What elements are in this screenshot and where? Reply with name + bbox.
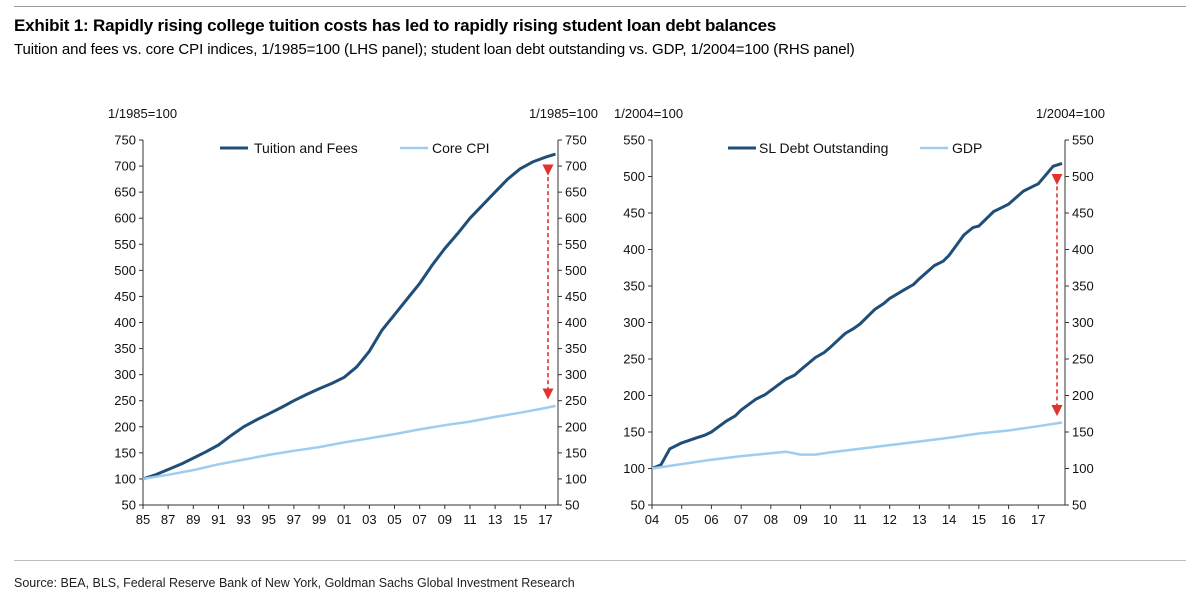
panel1-xtick-label: 03 (362, 512, 376, 527)
panel2-ytick-label-left: 350 (623, 279, 645, 294)
panel2-xtick-label: 07 (734, 512, 748, 527)
panel1-xtick-label: 07 (412, 512, 426, 527)
panel1-ytick-label-right: 750 (565, 133, 587, 148)
panel1-ytick-label-left: 600 (114, 211, 136, 226)
panel2-ytick-label-right: 350 (1072, 279, 1094, 294)
panel2-ytick-label-right: 300 (1072, 315, 1094, 330)
panel2-ytick-label-left: 550 (623, 133, 645, 148)
panel1-xtick-label: 05 (387, 512, 401, 527)
panel2-xtick-label: 17 (1031, 512, 1045, 527)
panel1-ytick-label-left: 200 (114, 419, 136, 434)
panel1-ytick-label-right: 200 (565, 419, 587, 434)
panel1-ytick-label-left: 250 (114, 393, 136, 408)
bottom-rule (14, 560, 1186, 561)
panel2-xtick-label: 15 (972, 512, 986, 527)
panel1-xtick-label: 99 (312, 512, 326, 527)
panel1-xtick-label: 11 (463, 512, 477, 527)
source-note: Source: BEA, BLS, Federal Reserve Bank o… (14, 576, 575, 590)
panel1-ytick-label-right: 700 (565, 159, 587, 174)
panel1-series-primary-line (143, 154, 556, 479)
panel1-left-unit-label: 1/1985=100 (108, 106, 177, 121)
panel2-xtick-label: 04 (645, 512, 659, 527)
panel1-ytick-label-left: 650 (114, 185, 136, 200)
panel1-ytick-label-left: 750 (114, 133, 136, 148)
panel2-ytick-label-left: 150 (623, 425, 645, 440)
panel2-xtick-label: 09 (793, 512, 807, 527)
panel1-ytick-label-left: 100 (114, 471, 136, 486)
panel2-xtick-label: 12 (882, 512, 896, 527)
panel1-ytick-label-left: 550 (114, 237, 136, 252)
panel2-ytick-label-left: 400 (623, 242, 645, 257)
panel1-ytick-label-left: 350 (114, 341, 136, 356)
panel2-legend-label-2: GDP (952, 140, 982, 156)
panel2-xtick-label: 08 (764, 512, 778, 527)
panel1-ytick-label-left: 50 (122, 498, 136, 513)
panel2-series-primary-line (652, 163, 1062, 468)
panel2-ytick-label-right: 100 (1072, 461, 1094, 476)
panel1-ytick-label-right: 100 (565, 471, 587, 486)
panel1-xtick-label: 97 (287, 512, 301, 527)
panel2-ytick-label-left: 250 (623, 352, 645, 367)
panel2-ytick-label-left: 100 (623, 461, 645, 476)
panel1-legend-label-1: Tuition and Fees (254, 140, 358, 156)
panel1-ytick-label-right: 50 (565, 498, 579, 513)
panel2-left-unit-label: 1/2004=100 (614, 106, 683, 121)
panel2-ytick-label-left: 450 (623, 206, 645, 221)
panel2-ytick-label-left: 200 (623, 388, 645, 403)
panel1-ytick-label-right: 550 (565, 237, 587, 252)
panel1-ytick-label-right: 350 (565, 341, 587, 356)
panel1-xtick-label: 15 (513, 512, 527, 527)
panel1-series-secondary-line (143, 406, 556, 479)
panel1-ytick-label-right: 650 (565, 185, 587, 200)
panel1-ytick-label-right: 450 (565, 289, 587, 304)
panel1-xtick-label: 95 (262, 512, 276, 527)
panel1-ytick-label-left: 300 (114, 367, 136, 382)
panel2-ytick-label-right: 250 (1072, 352, 1094, 367)
panel1-xtick-label: 13 (488, 512, 502, 527)
panel1-right-unit-label: 1/1985=100 (529, 106, 598, 121)
panel1-xtick-label: 87 (161, 512, 175, 527)
panel2-ytick-label-right: 550 (1072, 133, 1094, 148)
panel1-ytick-label-left: 450 (114, 289, 136, 304)
panel2-xtick-label: 13 (912, 512, 926, 527)
panel2-xtick-label: 14 (942, 512, 956, 527)
panel2-xtick-label: 05 (674, 512, 688, 527)
panel1-ytick-label-left: 700 (114, 159, 136, 174)
panel1-ytick-label-left: 500 (114, 263, 136, 278)
panel2-xtick-label: 06 (704, 512, 718, 527)
panel1-ytick-label-left: 400 (114, 315, 136, 330)
panel2-ytick-label-right: 450 (1072, 206, 1094, 221)
panel1-ytick-label-right: 300 (565, 367, 587, 382)
panel2-ytick-label-right: 200 (1072, 388, 1094, 403)
panel1-ytick-label-right: 250 (565, 393, 587, 408)
panel2-ytick-label-right: 50 (1072, 498, 1086, 513)
panel2-right-unit-label: 1/2004=100 (1036, 106, 1105, 121)
panel1-xtick-label: 01 (337, 512, 351, 527)
panel2-xtick-label: 11 (853, 512, 867, 527)
panel2-legend-label-1: SL Debt Outstanding (759, 140, 888, 156)
panel2-ytick-label-right: 150 (1072, 425, 1094, 440)
panel1-legend-label-2: Core CPI (432, 140, 490, 156)
panel1-xtick-label: 89 (186, 512, 200, 527)
panel1-ytick-label-right: 600 (565, 211, 587, 226)
panel1-ytick-label-right: 500 (565, 263, 587, 278)
panel1-xtick-label: 93 (236, 512, 250, 527)
panel1-ytick-label-right: 150 (565, 445, 587, 460)
panel1-xtick-label: 91 (211, 512, 225, 527)
panel1-xtick-label: 85 (136, 512, 150, 527)
panel2-xtick-label: 16 (1001, 512, 1015, 527)
panel2-ytick-label-left: 500 (623, 169, 645, 184)
panel1-ytick-label-left: 150 (114, 445, 136, 460)
panel1-ytick-label-right: 400 (565, 315, 587, 330)
panel2-ytick-label-right: 500 (1072, 169, 1094, 184)
panel1-xtick-label: 09 (438, 512, 452, 527)
panel1-xtick-label: 17 (538, 512, 552, 527)
panel2-ytick-label-left: 50 (631, 498, 645, 513)
panel2-ytick-label-left: 300 (623, 315, 645, 330)
panel2-xtick-label: 10 (823, 512, 837, 527)
panel2-ytick-label-right: 400 (1072, 242, 1094, 257)
